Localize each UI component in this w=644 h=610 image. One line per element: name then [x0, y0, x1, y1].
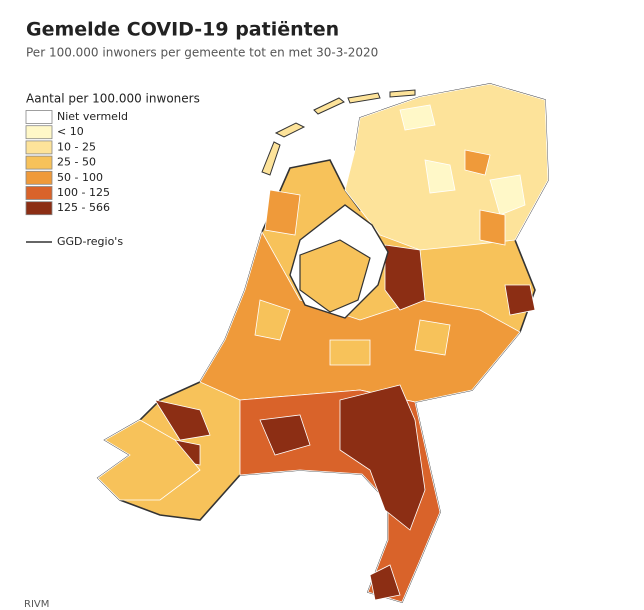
source: RIVM — [24, 599, 49, 610]
title: Gemelde COVID-19 patiënten — [26, 19, 339, 41]
legend-label: < 10 — [57, 125, 84, 138]
islands — [261, 89, 416, 176]
region-center-light — [254, 299, 451, 366]
legend-swatch — [25, 186, 53, 200]
region-mid — [264, 149, 506, 246]
legend-label: 50 - 100 — [57, 171, 103, 184]
legend-label: Niet vermeld — [57, 110, 128, 123]
legend-label: 125 - 566 — [57, 201, 110, 214]
legend-label: 25 - 50 — [57, 156, 96, 169]
region-low — [399, 104, 526, 216]
region-zeeland — [97, 419, 201, 501]
legend: Niet vermeld < 10 10 - 25 25 - 50 50 - 100 10… — [25, 110, 128, 216]
legend-swatch — [25, 201, 53, 216]
region-south-high — [259, 384, 426, 601]
subtitle: Per 100.000 inwoners per gemeente tot en… — [26, 46, 378, 60]
legend-swatch — [25, 140, 53, 155]
region-hotspot — [154, 244, 536, 466]
legend-swatch — [25, 170, 53, 185]
legend-title: Aantal per 100.000 inwoners — [26, 92, 200, 106]
legend-swatch — [25, 125, 53, 140]
map — [96, 83, 549, 603]
legend-swatch — [25, 155, 53, 170]
legend-swatch — [25, 110, 53, 124]
region-flevoland — [299, 239, 371, 313]
legend-boundary-label: GGD-regio's — [57, 235, 123, 248]
legend-label: 10 - 25 — [57, 140, 96, 153]
legend-label: 100 - 125 — [57, 186, 110, 199]
